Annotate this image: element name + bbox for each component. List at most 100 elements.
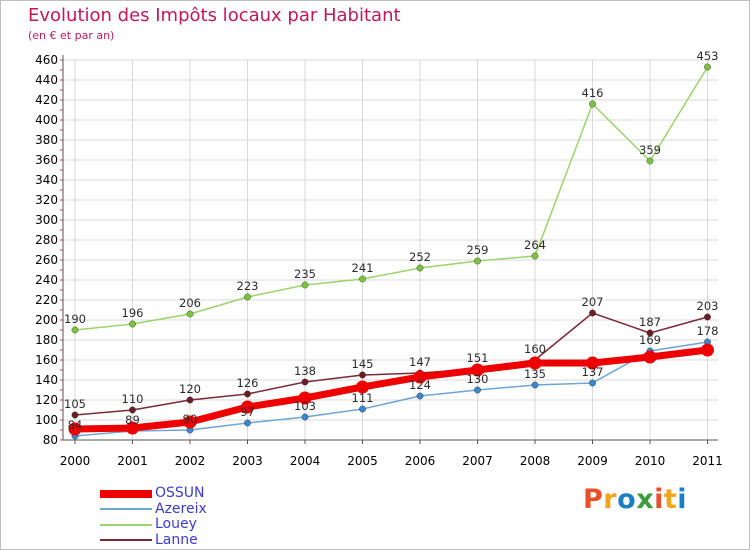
data-label-azereix: 111 bbox=[352, 391, 374, 405]
x-tick-label: 2006 bbox=[405, 454, 436, 468]
data-label-louey: 241 bbox=[352, 261, 374, 275]
legend-swatch-azereix bbox=[100, 508, 152, 511]
data-label-louey: 453 bbox=[697, 49, 719, 63]
point-lanne bbox=[244, 390, 251, 398]
data-label-azereix: 178 bbox=[697, 324, 719, 338]
data-label-azereix: 97 bbox=[240, 405, 255, 419]
point-ossun bbox=[356, 380, 369, 394]
y-tick-label: 420 bbox=[35, 93, 58, 107]
data-label-lanne: 110 bbox=[122, 392, 144, 406]
y-tick-label: 120 bbox=[35, 393, 58, 407]
data-label-azereix: 130 bbox=[467, 372, 489, 386]
point-louey bbox=[704, 63, 711, 71]
logo-letter: t bbox=[663, 484, 678, 515]
point-louey bbox=[71, 326, 79, 334]
y-tick-label: 340 bbox=[35, 173, 58, 187]
legend-swatch-louey bbox=[100, 523, 152, 526]
point-ossun bbox=[241, 400, 254, 414]
data-label-lanne: 151 bbox=[467, 351, 489, 365]
point-lanne bbox=[71, 411, 79, 419]
data-label-louey: 359 bbox=[639, 143, 661, 157]
data-label-azereix: 124 bbox=[409, 378, 431, 392]
point-azereix bbox=[416, 392, 424, 400]
legend-swatch-ossun bbox=[100, 489, 152, 498]
point-lanne bbox=[186, 396, 194, 404]
point-lanne bbox=[589, 309, 596, 317]
logo-letter: i bbox=[677, 484, 688, 515]
series-line-louey bbox=[74, 66, 709, 331]
y-tick-label: 260 bbox=[35, 253, 58, 267]
grid-lines bbox=[63, 59, 718, 440]
y-tick-label: 160 bbox=[35, 353, 58, 367]
point-louey bbox=[646, 157, 654, 165]
point-louey bbox=[301, 281, 309, 289]
y-tick-label: 220 bbox=[35, 293, 58, 307]
x-tick-label: 2011 bbox=[692, 454, 723, 468]
y-tick-label: 80 bbox=[43, 433, 58, 447]
x-tick-label: 2005 bbox=[347, 454, 378, 468]
point-lanne bbox=[359, 371, 366, 379]
logo-letter: o bbox=[617, 484, 637, 515]
point-azereix bbox=[531, 381, 539, 389]
y-tick-label: 200 bbox=[35, 313, 58, 327]
point-azereix bbox=[474, 386, 481, 394]
y-tick-label: 280 bbox=[35, 233, 58, 247]
point-ossun bbox=[68, 422, 82, 436]
y-tick-label: 320 bbox=[35, 193, 58, 207]
series-lines bbox=[68, 63, 714, 440]
data-label-lanne: 203 bbox=[697, 299, 719, 313]
data-labels: 84 89 90 97 103 111 124 130 135 137 169 178 190 196 20… bbox=[64, 49, 718, 432]
data-label-louey: 235 bbox=[294, 267, 316, 281]
data-label-lanne: 147 bbox=[409, 355, 431, 369]
point-azereix bbox=[589, 379, 596, 387]
logo-letter: i bbox=[654, 484, 664, 515]
y-tick-label: 100 bbox=[35, 413, 58, 427]
series-line-azereix bbox=[74, 341, 709, 437]
data-label-lanne: 160 bbox=[524, 342, 546, 356]
point-louey bbox=[359, 275, 366, 283]
tick-labels: 80 100 120 140 160 180 200 220 240 260 280 300 320 34… bbox=[35, 53, 723, 468]
point-lanne bbox=[704, 313, 711, 321]
x-tick-label: 2004 bbox=[290, 454, 321, 468]
x-tick-label: 2008 bbox=[520, 454, 551, 468]
chart-title: Evolution des Impôts locaux par Habitant bbox=[28, 5, 401, 26]
y-tick-label: 300 bbox=[35, 213, 58, 227]
data-label-lanne: 145 bbox=[352, 357, 374, 371]
chart-subtitle: (en € et par an) bbox=[28, 29, 115, 42]
point-ossun bbox=[413, 370, 427, 384]
point-ossun bbox=[471, 363, 484, 377]
x-tick-label: 2000 bbox=[60, 454, 91, 468]
data-label-lanne: 105 bbox=[64, 397, 86, 411]
data-label-lanne: 207 bbox=[582, 295, 604, 309]
data-label-azereix: 90 bbox=[183, 412, 198, 426]
point-ossun bbox=[126, 421, 139, 435]
legend-label-lanne: Lanne bbox=[155, 531, 198, 548]
legend-label-louey: Louey bbox=[155, 516, 197, 532]
data-label-lanne: 120 bbox=[179, 382, 201, 396]
x-tick-label: 2010 bbox=[635, 454, 666, 468]
point-louey bbox=[244, 293, 251, 301]
data-label-azereix: 84 bbox=[68, 418, 83, 432]
series-line-ossun bbox=[71, 346, 711, 433]
y-tick-label: 240 bbox=[35, 273, 58, 287]
x-tick-label: 2009 bbox=[577, 454, 608, 468]
point-lanne bbox=[646, 329, 654, 337]
data-label-lanne: 187 bbox=[639, 315, 661, 329]
data-label-louey: 416 bbox=[582, 86, 604, 100]
x-tick-label: 2001 bbox=[117, 454, 148, 468]
y-tick-label: 180 bbox=[35, 333, 58, 347]
point-ossun bbox=[183, 415, 197, 429]
axes bbox=[60, 55, 718, 444]
point-louey bbox=[531, 252, 539, 260]
data-label-louey: 206 bbox=[179, 296, 201, 310]
point-ossun bbox=[701, 343, 714, 357]
point-ossun bbox=[586, 356, 599, 370]
data-label-azereix: 137 bbox=[582, 365, 604, 379]
point-azereix bbox=[301, 413, 309, 421]
data-label-azereix: 89 bbox=[125, 413, 140, 427]
y-tick-label: 440 bbox=[35, 73, 58, 87]
x-tick-label: 2007 bbox=[462, 454, 493, 468]
logo-letter: r bbox=[603, 484, 618, 515]
logo-letter: P bbox=[583, 484, 604, 515]
